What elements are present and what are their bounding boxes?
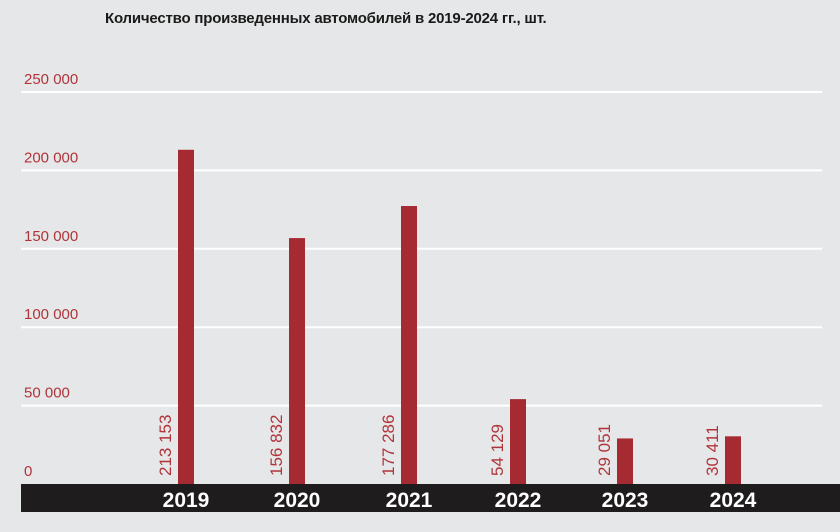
data-label: 156 832 [267,415,286,476]
data-label: 29 051 [595,424,614,476]
data-label: 213 153 [156,415,175,476]
y-tick-label: 50 000 [24,385,70,402]
bar-2020 [289,238,305,484]
x-tick-label: 2024 [710,489,757,512]
x-tick-label: 2019 [163,489,210,512]
chart-title: Количество произведенных автомобилей в 2… [105,10,547,27]
x-tick-label: 2022 [495,489,542,512]
y-tick-label: 200 000 [24,149,78,166]
x-tick-label: 2020 [274,489,321,512]
data-label: 54 129 [488,424,507,476]
y-tick-label: 150 000 [24,228,78,245]
y-tick-label: 250 000 [24,71,78,88]
x-tick-label: 2021 [386,489,433,512]
data-label: 30 411 [703,425,722,476]
y-tick-label: 0 [24,463,32,480]
bar-2021 [401,206,417,484]
bar-2022 [510,399,526,484]
bar-2024 [725,436,741,484]
bar-2019 [178,149,194,484]
y-tick-label: 100 000 [24,306,78,323]
bar-2023 [617,438,633,484]
data-label: 177 286 [379,415,398,476]
x-axis-band [21,484,840,512]
x-tick-label: 2023 [602,489,649,512]
